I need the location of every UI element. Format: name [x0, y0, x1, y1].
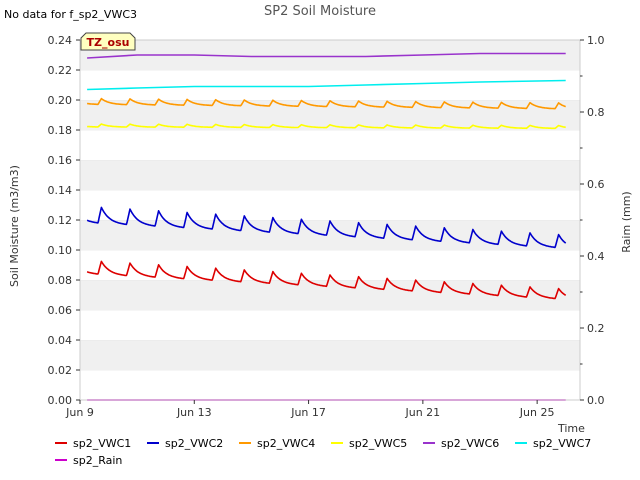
grid-bands — [80, 39, 580, 400]
legend-label-sp2_VWC5: sp2_VWC5 — [349, 437, 407, 450]
y-axis-label: Soil Moisture (m3/m3) — [8, 165, 21, 287]
series-line-sp2_VWC2 — [86, 206, 567, 249]
y-tick-label: 0.06 — [48, 304, 73, 317]
legend-label-sp2_VWC6: sp2_VWC6 — [441, 437, 499, 450]
y2-tick-label: 0.0 — [587, 394, 605, 407]
y2-tick-label: 1.0 — [587, 34, 605, 47]
x-tick-label: Jun 25 — [519, 406, 555, 419]
grid-band — [80, 370, 580, 400]
y-tick-label: 0.02 — [48, 364, 73, 377]
grid-band — [80, 310, 580, 340]
y-tick-label: 0.00 — [48, 394, 73, 407]
y-tick-label: 0.08 — [48, 274, 73, 287]
grid-band — [80, 340, 580, 370]
y-tick-label: 0.24 — [48, 34, 73, 47]
series-line-sp2_VWC5 — [86, 123, 566, 130]
site-badge: TZ_osu — [80, 32, 136, 51]
y-tick-label: 0.10 — [48, 244, 73, 257]
series-line-sp2_VWC1 — [86, 260, 567, 300]
axes: 0.00 0.02 0.04 0.06 0.08 0.10 0.12 0.14 0.16 0.18… — [48, 34, 605, 419]
series-line-sp2_VWC4 — [86, 97, 566, 110]
y-tick-label: 0.04 — [48, 334, 73, 347]
y-tick-label: 0.20 — [48, 94, 73, 107]
x-tick-label: Jun 21 — [405, 406, 441, 419]
x-tick-label: Jun 17 — [290, 406, 326, 419]
site-badge-label: TZ_osu — [87, 36, 130, 49]
grid-band — [80, 280, 580, 310]
legend-label-sp2_VWC2: sp2_VWC2 — [165, 437, 223, 450]
y-tick-label: 0.14 — [48, 184, 73, 197]
y-tick-label: 0.12 — [48, 214, 73, 227]
y-tick-label: 0.18 — [48, 124, 73, 137]
series-line-sp2_VWC6 — [87, 52, 566, 59]
grid-band — [80, 70, 580, 100]
site-badge-box — [80, 32, 136, 51]
x-axis-label: Time — [557, 422, 585, 435]
legend-label-sp2_Rain: sp2_Rain — [73, 454, 122, 467]
no-data-note: No data for f_sp2_VWC3 — [4, 8, 137, 21]
series-line-sp2_VWC7 — [87, 79, 566, 91]
legend-label-sp2_VWC4: sp2_VWC4 — [257, 437, 315, 450]
y2-tick-label: 0.6 — [587, 178, 605, 191]
y-tick-label: 0.22 — [48, 64, 73, 77]
chart-title: SP2 Soil Moisture — [264, 4, 376, 19]
y2-tick-label: 0.4 — [587, 250, 605, 263]
y2-tick-label: 0.2 — [587, 322, 605, 335]
grid-band — [80, 220, 580, 250]
x-tick-label: Jun 13 — [176, 406, 212, 419]
y2-tick-label: 0.8 — [587, 106, 605, 119]
grid-band — [80, 190, 580, 220]
legend: sp2_VWC1 sp2_VWC2 sp2_VWC4 sp2_VWC5 sp2_VWC6… — [55, 437, 591, 467]
x-tick-label: Jun 9 — [65, 406, 94, 419]
y2-axis-label: Raim (mm) — [620, 191, 633, 252]
grid-band — [80, 130, 580, 160]
y-tick-label: 0.16 — [48, 154, 73, 167]
legend-label-sp2_VWC7: sp2_VWC7 — [533, 437, 591, 450]
legend-label-sp2_VWC1: sp2_VWC1 — [73, 437, 131, 450]
grid-band — [80, 160, 580, 190]
